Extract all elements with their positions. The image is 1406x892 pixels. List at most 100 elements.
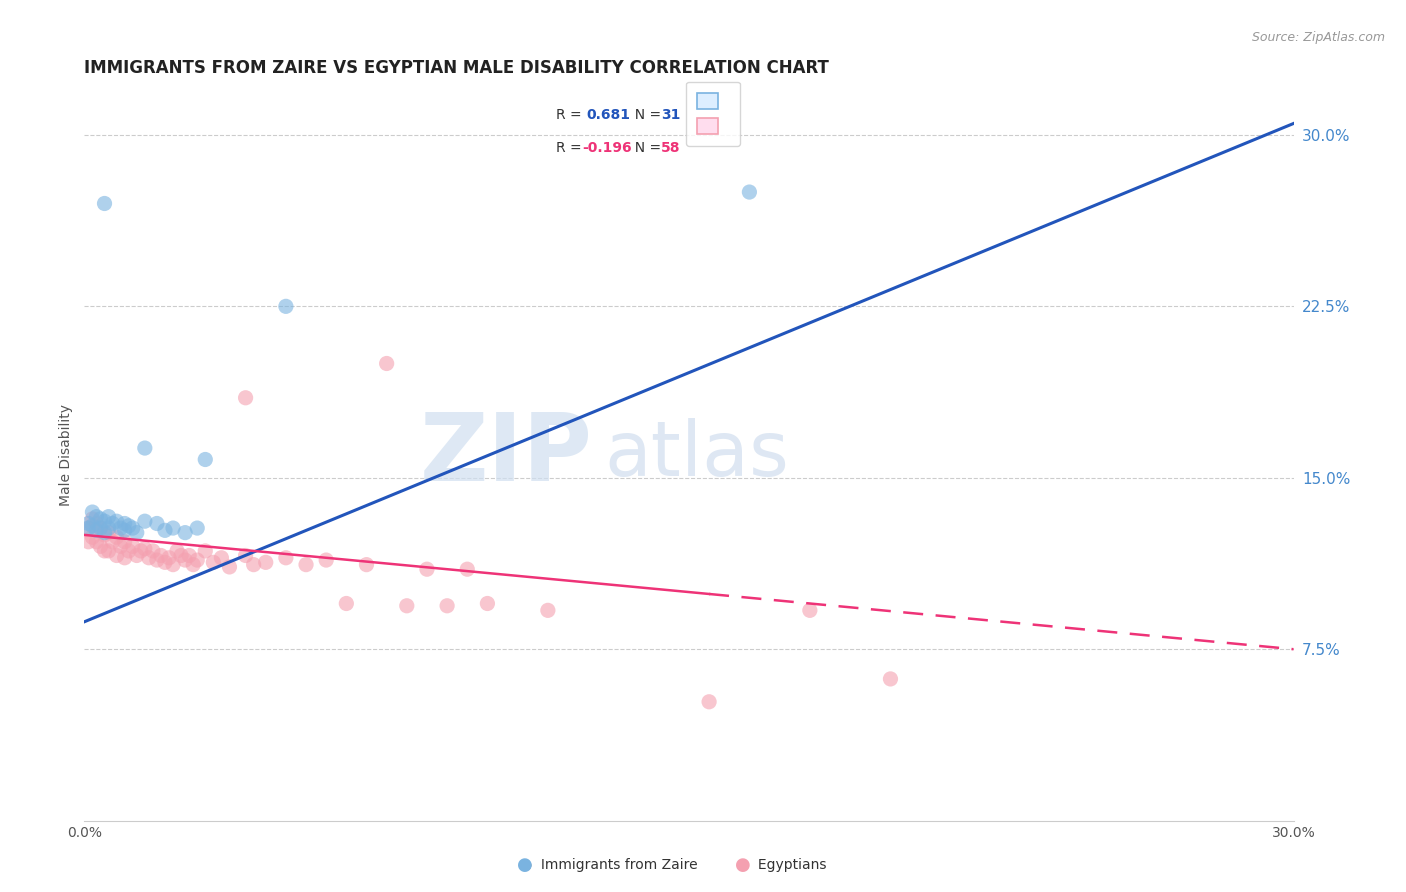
Point: [274, 299, 297, 313]
Text: 31: 31: [661, 108, 681, 122]
Point: [77, 516, 100, 531]
Point: [101, 534, 124, 549]
Point: [105, 514, 128, 528]
Point: [416, 562, 439, 576]
Y-axis label: Male Disability: Male Disability: [59, 404, 73, 506]
Point: [97, 544, 120, 558]
Point: [114, 524, 136, 538]
Point: [101, 516, 124, 531]
Text: IMMIGRANTS FROM ZAIRE VS EGYPTIAN MALE DISABILITY CORRELATION CHART: IMMIGRANTS FROM ZAIRE VS EGYPTIAN MALE D…: [84, 59, 830, 77]
Text: R =: R =: [555, 141, 586, 154]
Point: [194, 452, 217, 467]
Point: [77, 521, 100, 535]
Point: [142, 544, 165, 558]
Text: 58: 58: [661, 141, 681, 154]
Point: [105, 549, 128, 563]
Point: [149, 549, 172, 563]
Point: [174, 525, 197, 540]
Point: [118, 544, 141, 558]
Point: [456, 562, 478, 576]
Text: ●: ●: [517, 855, 533, 873]
Point: [209, 550, 232, 565]
Text: atlas: atlas: [605, 418, 789, 491]
Text: Source: ZipAtlas.com: Source: ZipAtlas.com: [1251, 31, 1385, 45]
Point: [235, 391, 257, 405]
Point: [174, 553, 197, 567]
Point: [82, 505, 104, 519]
Point: [77, 521, 100, 535]
Point: [121, 521, 143, 535]
Point: [82, 518, 104, 533]
Point: [110, 539, 132, 553]
Point: [153, 555, 176, 569]
Point: [93, 544, 115, 558]
Point: [235, 549, 257, 563]
Point: [134, 441, 156, 455]
Point: [86, 509, 108, 524]
Point: [356, 558, 378, 572]
Point: [879, 672, 901, 686]
Legend: , : ,: [686, 81, 740, 145]
Point: [89, 521, 111, 535]
Point: [166, 544, 188, 558]
Point: [146, 553, 169, 567]
Point: [121, 539, 143, 553]
Text: ●  Immigrants from Zaire: ● Immigrants from Zaire: [520, 857, 697, 871]
Point: [537, 603, 560, 617]
Point: [194, 544, 217, 558]
Point: [93, 514, 115, 528]
Text: R =: R =: [555, 108, 591, 122]
Point: [77, 534, 100, 549]
Point: [162, 521, 184, 535]
Point: [110, 521, 132, 535]
Text: ●: ●: [735, 855, 751, 873]
Point: [82, 530, 104, 544]
Point: [738, 185, 761, 199]
Point: [125, 525, 148, 540]
Point: [186, 521, 208, 535]
Point: [134, 541, 156, 556]
Point: [179, 549, 201, 563]
Point: [218, 560, 240, 574]
Point: [477, 597, 499, 611]
Point: [242, 558, 264, 572]
Point: [86, 516, 108, 531]
Point: [274, 550, 297, 565]
Point: [436, 599, 458, 613]
Point: [138, 550, 160, 565]
Point: [86, 534, 108, 549]
Point: [114, 534, 136, 549]
Point: [89, 539, 111, 553]
Point: [697, 695, 720, 709]
Point: [97, 509, 120, 524]
Text: 0.681: 0.681: [586, 108, 630, 122]
Point: [170, 549, 193, 563]
Point: [315, 553, 337, 567]
Point: [153, 524, 176, 538]
Point: [295, 558, 318, 572]
Text: N =: N =: [626, 108, 665, 122]
Point: [335, 597, 357, 611]
Point: [146, 516, 169, 531]
Point: [799, 603, 821, 617]
Text: ●  Egyptians: ● Egyptians: [737, 857, 827, 871]
Point: [105, 530, 128, 544]
Point: [86, 524, 108, 538]
Point: [254, 555, 277, 569]
Point: [395, 599, 418, 613]
Point: [89, 521, 111, 535]
Point: [162, 558, 184, 572]
Point: [82, 512, 104, 526]
Point: [89, 512, 111, 526]
Point: [181, 558, 204, 572]
Text: -0.196: -0.196: [582, 141, 633, 154]
Text: ZIP: ZIP: [419, 409, 592, 501]
Point: [114, 550, 136, 565]
Point: [93, 196, 115, 211]
Point: [129, 544, 152, 558]
Point: [186, 553, 208, 567]
Point: [97, 521, 120, 535]
Point: [202, 555, 225, 569]
Point: [114, 516, 136, 531]
Point: [125, 549, 148, 563]
